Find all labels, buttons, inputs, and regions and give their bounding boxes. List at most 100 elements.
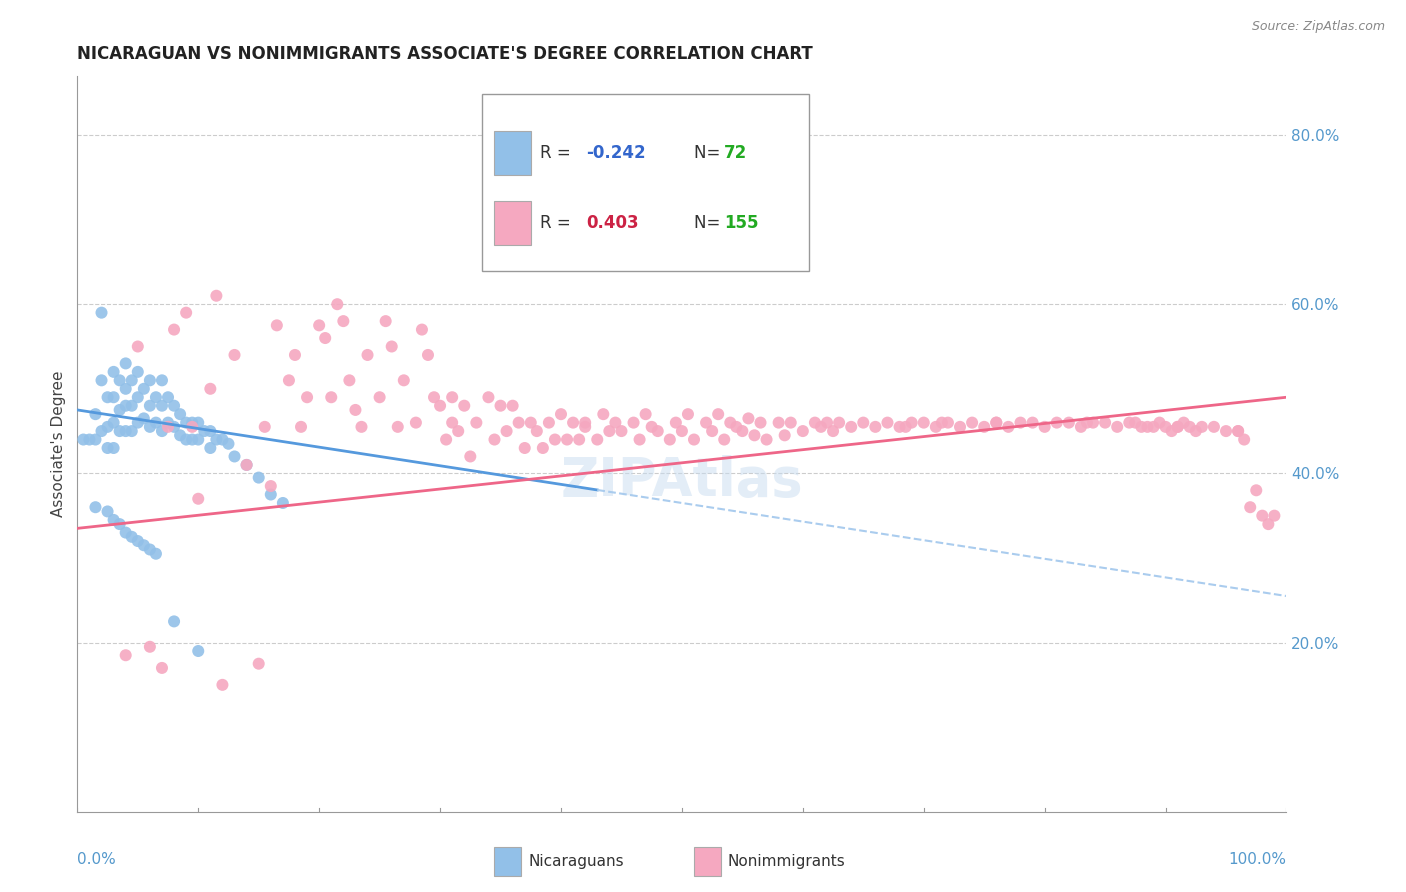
Point [157,420,180,434]
Point [1154,420,1177,434]
Point [1202,420,1225,434]
Point [555,433,578,447]
Point [671,424,693,438]
Text: Nicaraguans: Nicaraguans [529,855,624,870]
Point [1081,416,1104,430]
Point [387,420,409,434]
Text: 72: 72 [724,145,748,162]
Point [477,390,499,404]
Point [411,322,433,336]
Point [350,420,373,434]
Point [405,416,427,430]
Point [876,416,898,430]
Point [163,615,186,629]
Point [381,339,404,353]
Point [132,382,155,396]
Point [1046,416,1069,430]
Point [737,411,759,425]
Point [828,416,851,430]
Point [205,289,228,303]
Point [187,491,209,506]
Point [266,318,288,333]
Point [562,416,585,430]
Point [96,390,118,404]
Point [224,450,246,464]
Point [163,322,186,336]
Point [773,428,796,442]
Point [260,479,283,493]
Point [1227,424,1250,438]
Point [513,441,536,455]
Point [592,407,614,421]
Point [103,390,125,404]
Point [90,306,112,320]
Point [810,420,832,434]
Point [108,373,131,387]
Point [218,436,240,450]
Text: 0.403: 0.403 [586,214,638,232]
Point [610,424,633,438]
Point [1118,416,1140,430]
Point [1185,424,1208,438]
Point [260,487,283,501]
Point [284,348,307,362]
Point [634,407,657,421]
Point [392,373,415,387]
Point [121,399,143,413]
Point [278,373,301,387]
Point [187,433,209,447]
Point [1233,433,1256,447]
Point [139,640,162,654]
Text: -0.242: -0.242 [586,145,645,162]
Point [103,365,125,379]
Point [247,470,270,484]
Point [768,416,790,430]
Point [434,433,457,447]
Point [973,420,995,434]
Text: 0.0%: 0.0% [77,852,117,867]
Point [550,407,572,421]
Point [224,348,246,362]
Point [544,433,567,447]
Point [174,306,197,320]
Point [181,433,204,447]
Point [295,390,318,404]
Point [139,420,162,434]
Point [702,424,724,438]
Point [458,450,481,464]
Point [821,424,844,438]
Point [441,390,464,404]
Point [332,314,354,328]
Point [356,348,378,362]
Point [416,348,439,362]
Point [321,390,343,404]
Point [193,424,215,438]
Point [1239,500,1261,515]
Point [96,420,118,434]
Point [925,420,948,434]
Point [731,424,754,438]
Point [574,416,596,430]
Point [865,420,887,434]
Point [429,399,451,413]
Point [1160,424,1182,438]
Point [647,424,669,438]
Point [628,433,651,447]
Point [658,433,681,447]
Point [247,657,270,671]
Point [308,318,330,333]
Point [139,399,162,413]
Point [1010,416,1032,430]
Point [132,538,155,552]
Point [1070,420,1092,434]
Point [531,441,554,455]
Text: N=: N= [695,145,725,162]
Point [605,416,627,430]
Point [1107,420,1129,434]
Point [839,420,862,434]
Point [84,433,107,447]
Point [1057,416,1080,430]
Point [1130,420,1153,434]
Point [508,416,530,430]
Point [145,390,167,404]
